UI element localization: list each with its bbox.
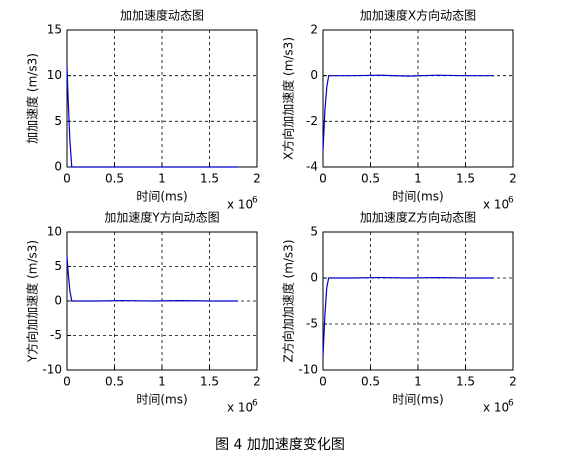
x-offset-exponent: 6	[252, 196, 258, 206]
x-tick-label: 1	[158, 375, 166, 389]
y-tick-label: 10	[47, 68, 62, 82]
x-tick-label: 0.5	[361, 375, 380, 389]
x-offset-label: x 10	[483, 198, 509, 212]
x-offset-exponent: 6	[252, 399, 258, 409]
x-tick-label: 0.5	[105, 172, 124, 186]
y-axis-label: Y方向加加速度 (m/s3)	[25, 240, 40, 363]
y-tick-label: 5	[54, 114, 62, 128]
x-tick-label: 1.5	[200, 375, 219, 389]
plot-frame	[322, 29, 514, 168]
data-line	[322, 74, 494, 152]
x-offset-exponent: 6	[508, 399, 514, 409]
x-axis-label: 时间(ms)	[136, 190, 187, 204]
y-tick-label: -2	[306, 114, 318, 128]
y-tick-label: 5	[54, 259, 62, 273]
x-tick-label: 0	[63, 375, 71, 389]
y-tick-label: 0	[54, 160, 62, 174]
y-tick-label: 10	[47, 225, 62, 239]
plot-frame	[66, 231, 258, 371]
x-offset-label: x 10	[227, 198, 253, 212]
y-tick-label: 5	[310, 225, 318, 239]
y-tick-label: 0	[54, 294, 62, 308]
y-tick-label: -10	[42, 363, 62, 377]
x-tick-label: 1.5	[456, 172, 475, 186]
x-tick-label: 1.5	[456, 375, 475, 389]
x-tick-label: 0	[319, 172, 327, 186]
x-tick-label: 2	[253, 375, 261, 389]
y-tick-label: 2	[310, 23, 318, 37]
data-line	[322, 276, 494, 357]
y-axis-label: X方向加加速度 (m/s3)	[281, 37, 296, 160]
y-axis-label: Z方向加加速度 (m/s3)	[281, 239, 296, 362]
x-tick-label: 1.5	[200, 172, 219, 186]
y-tick-label: -10	[298, 363, 318, 377]
x-axis-label: 时间(ms)	[136, 393, 187, 407]
data-line	[66, 256, 238, 302]
x-offset-exponent: 6	[508, 196, 514, 206]
y-axis-label: 加加速度 (m/s3)	[25, 53, 40, 144]
x-axis-label: 时间(ms)	[392, 190, 443, 204]
x-tick-label: 1	[414, 172, 422, 186]
subplot-title: 加加速度Z方向动态图	[360, 210, 476, 225]
figure-caption: 图 4 加加速度变化图	[215, 437, 345, 453]
y-tick-label: -5	[306, 317, 318, 331]
subplot-title: 加加速度动态图	[120, 8, 204, 23]
subplot-title: 加加速度X方向动态图	[360, 8, 476, 23]
x-offset-label: x 10	[227, 401, 253, 415]
x-tick-label: 2	[509, 172, 517, 186]
x-tick-label: 1	[414, 375, 422, 389]
x-axis-label: 时间(ms)	[392, 393, 443, 407]
x-offset-label: x 10	[483, 401, 509, 415]
y-tick-label: -4	[306, 160, 318, 174]
x-tick-label: 0	[319, 375, 327, 389]
x-tick-label: 0.5	[105, 375, 124, 389]
x-tick-label: 1	[158, 172, 166, 186]
x-tick-label: 2	[509, 375, 517, 389]
y-tick-label: 0	[310, 68, 318, 82]
x-tick-label: 0	[63, 172, 71, 186]
y-tick-label: -5	[50, 328, 62, 342]
y-tick-label: 0	[310, 271, 318, 285]
y-tick-label: 15	[47, 23, 62, 37]
subplot-title: 加加速度Y方向动态图	[104, 210, 219, 225]
x-tick-label: 2	[253, 172, 261, 186]
plot-frame	[322, 231, 514, 371]
x-tick-label: 0.5	[361, 172, 380, 186]
data-line	[66, 66, 238, 168]
